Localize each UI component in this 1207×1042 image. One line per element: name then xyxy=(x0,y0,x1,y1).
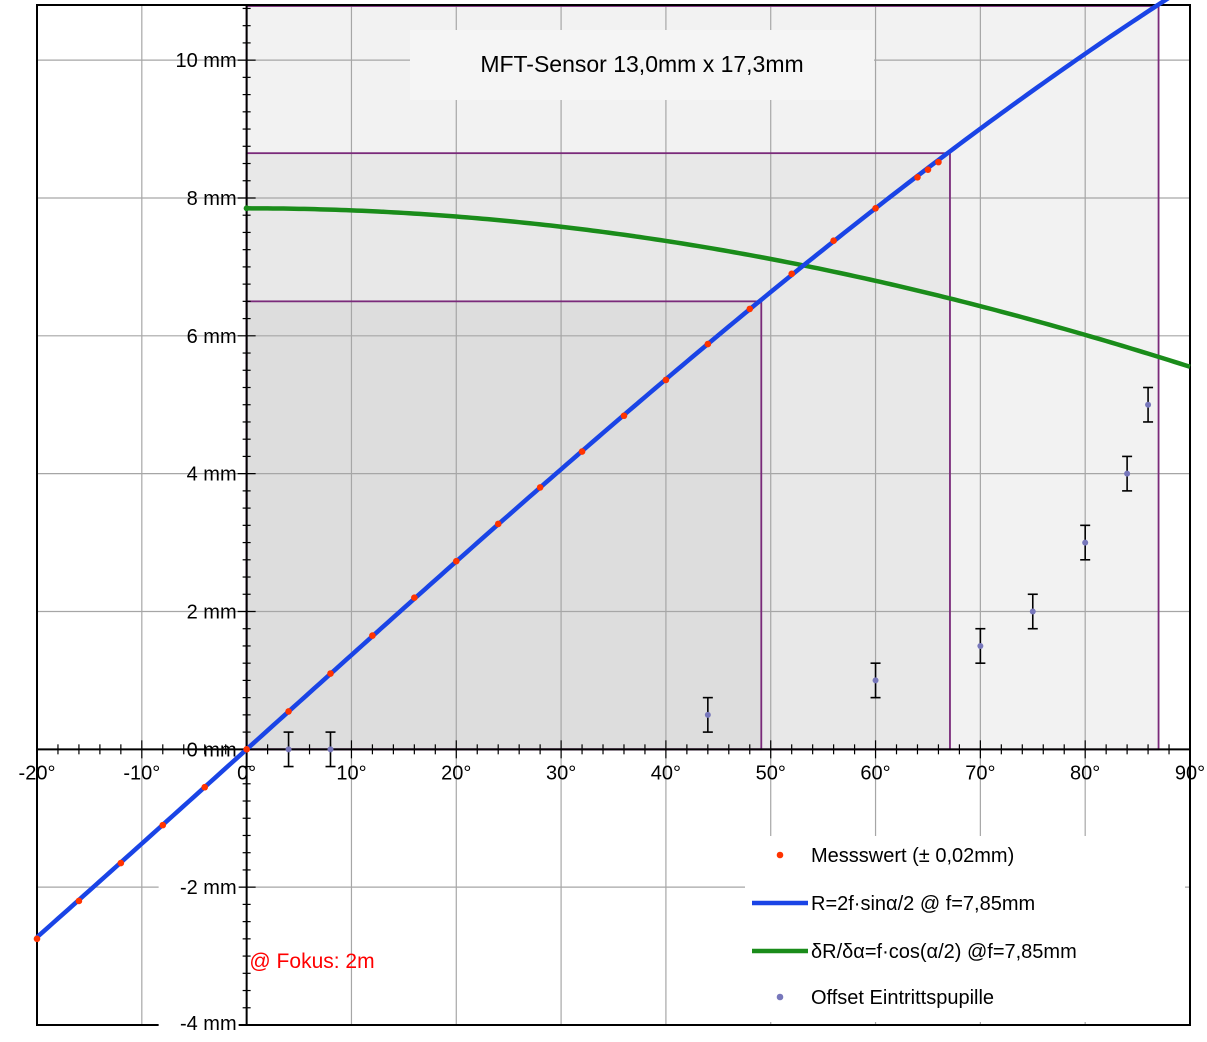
sensor-area-fills xyxy=(246,5,1159,750)
measurement-point xyxy=(201,783,209,791)
measurement-point xyxy=(914,173,921,181)
legend-item: Offset Eintrittspupille xyxy=(776,987,994,1009)
legend-label: Offset Eintrittspupille xyxy=(811,987,994,1009)
x-tick-label: 60° xyxy=(860,762,890,784)
legend-symbol-point xyxy=(776,993,784,1001)
measurement-point xyxy=(33,935,41,943)
x-tick-label: 0° xyxy=(237,762,256,784)
x-tick-label: 40° xyxy=(651,762,681,784)
y-tick-label: -4 mm xyxy=(180,1013,237,1035)
x-tick-label: 20° xyxy=(441,762,471,784)
offset-point xyxy=(704,711,711,718)
measurement-point xyxy=(285,708,292,715)
derivative-curve xyxy=(246,206,1191,369)
measurement-point xyxy=(704,340,712,348)
legend-item: R=2f·sinα/2 @ f=7,85mm xyxy=(752,893,1035,915)
x-tick-label: 50° xyxy=(756,762,786,784)
legend: Messswert (± 0,02mm) R=2f·sinα/2 @ f=7,85… xyxy=(745,836,1185,1022)
model-curve xyxy=(35,0,1170,939)
data-series xyxy=(33,0,1191,943)
x-tick-label: 80° xyxy=(1070,762,1100,784)
measurement-point xyxy=(746,305,754,313)
offset-point xyxy=(1082,539,1089,546)
offset-point xyxy=(285,746,292,753)
measurement-point xyxy=(369,632,376,639)
measurement-point xyxy=(935,158,942,166)
y-tick-label: 10 mm xyxy=(176,50,237,72)
y-tick-label: -2 mm xyxy=(180,877,237,899)
offset-point xyxy=(1145,401,1152,408)
x-tick-label: 90° xyxy=(1175,762,1205,784)
legend-background xyxy=(745,836,1185,1022)
sensor-annotation-background xyxy=(410,30,874,100)
offset-point xyxy=(977,642,984,649)
sensor-annotation: MFT-Sensor 13,0mm x 17,3mm xyxy=(410,30,874,100)
y-tick-label: 2 mm xyxy=(187,601,237,623)
focus-annotation-label: @ Fokus: 2m xyxy=(249,950,374,973)
legend-label: Messswert (± 0,02mm) xyxy=(811,845,1014,867)
legend-label: δR/δα=f·cos(α/2) @f=7,85mm xyxy=(811,941,1077,963)
y-tick-label: 0 mm xyxy=(187,739,237,761)
legend-label: R=2f·sinα/2 @ f=7,85mm xyxy=(811,893,1035,915)
measurement-point xyxy=(924,166,932,174)
x-tick-label: 30° xyxy=(546,762,576,784)
legend-symbol-point xyxy=(776,851,784,859)
measurement-point xyxy=(327,670,334,677)
y-tick-label-background xyxy=(158,1011,239,1035)
plot-frame xyxy=(36,4,1191,1026)
measurement-point xyxy=(578,448,586,455)
y-tick-label: 8 mm xyxy=(187,188,237,210)
measurement-point xyxy=(788,270,795,278)
measurement-point xyxy=(662,376,670,384)
offset-point xyxy=(327,746,334,753)
y-tick-label-background xyxy=(158,875,239,900)
measurement-point xyxy=(494,520,502,528)
x-tick-label: 10° xyxy=(336,762,366,784)
x-tick-label: 70° xyxy=(965,762,995,784)
legend-item: Messswert (± 0,02mm) xyxy=(776,845,1014,867)
y-tick-label: 4 mm xyxy=(187,464,237,486)
offset-point xyxy=(872,677,879,684)
measurement-point xyxy=(117,859,125,867)
tick-labels: -20° -10° 0° 10° 20° 30° 40° 50° 60° 70° 80° 90° -4 … xyxy=(19,50,1205,1035)
measurement-point xyxy=(536,484,544,491)
y-tick-label: 6 mm xyxy=(187,326,237,348)
measurement-point xyxy=(411,594,418,602)
offset-point xyxy=(1124,470,1131,477)
measurement-point xyxy=(243,746,250,753)
axes xyxy=(36,5,1191,1026)
x-tick-label: -10° xyxy=(123,762,160,784)
measurement-point xyxy=(830,237,837,245)
derivative-curve-start xyxy=(243,205,250,212)
measurement-point xyxy=(75,897,83,905)
x-tick-label: -20° xyxy=(19,762,56,784)
measurement-point xyxy=(620,412,628,420)
measurement-point xyxy=(452,557,460,565)
legend-item: δR/δα=f·cos(α/2) @f=7,85mm xyxy=(752,941,1077,963)
offset-point xyxy=(1029,608,1036,615)
measurement-point xyxy=(159,821,167,829)
measurement-point xyxy=(872,205,879,212)
sensor-annotation-label: MFT-Sensor 13,0mm x 17,3mm xyxy=(480,51,803,77)
